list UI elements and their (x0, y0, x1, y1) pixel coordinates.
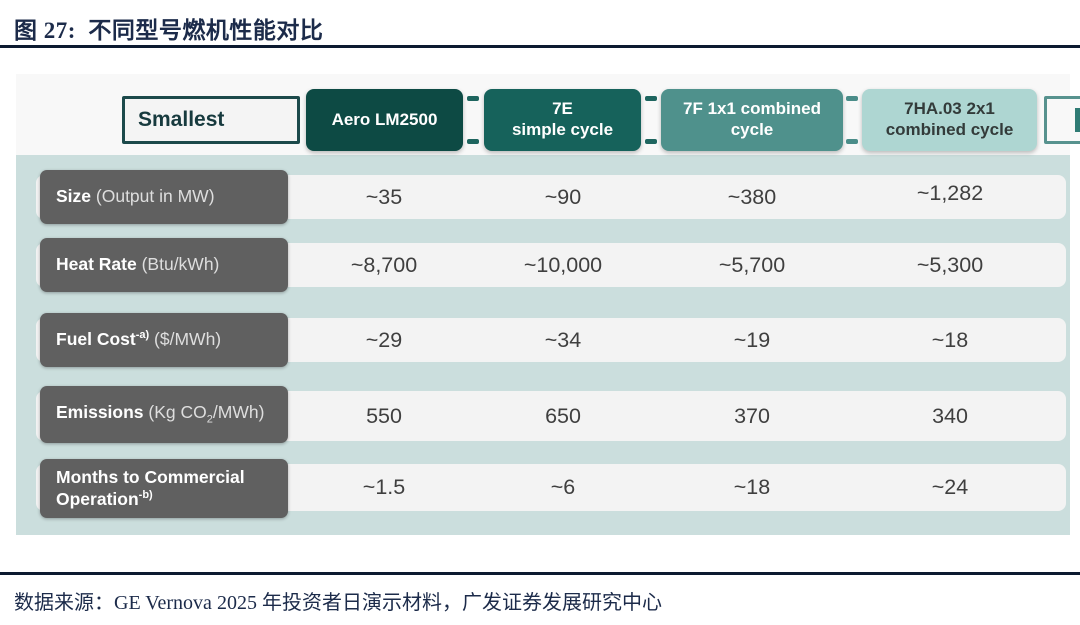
metric-name: Fuel Cost (56, 329, 136, 350)
value-months-7e: ~6 (550, 475, 576, 499)
value-size-7ha: ~1,282 (916, 180, 984, 205)
value-size-7f: ~380 (727, 184, 777, 209)
value-emissions-7e: 650 (545, 403, 581, 428)
column-header-7e-simple-cycle: 7E simple cycle (484, 89, 641, 151)
column-header-aero-lm2500: Aero LM2500 (306, 89, 463, 151)
metric-unit: /MWh) (212, 401, 265, 422)
footer-divider-line (0, 572, 1080, 575)
column-header-7ha03-2x1-combined-cycle: 7HA.03 2x1 combined cycle (862, 89, 1037, 151)
metric-unit: (Output in MW) (91, 186, 215, 207)
row-label-months-to-commercial-operation: Months to Commercial Operation-b) (40, 459, 288, 518)
value-heatrate-7ha: ~5,300 (916, 252, 984, 277)
column-header-7f-1x1-combined-cycle: 7F 1x1 combined cycle (661, 89, 843, 151)
metric-name: Emissions (56, 401, 144, 422)
scale-smallest-label: Smallest (138, 108, 225, 131)
data-source-note: 数据来源：GE Vernova 2025 年投资者日演示材料，广发证券发展研究中… (14, 592, 662, 614)
value-months-aero: ~1.5 (362, 475, 406, 499)
value-fuelcost-7e: ~34 (544, 327, 582, 352)
row-label-emissions: Emissions (Kg CO2/MWh) (40, 386, 288, 443)
value-heatrate-aero: ~8,700 (350, 252, 418, 277)
connector-dash (467, 139, 479, 144)
metric-name: Size (56, 186, 92, 207)
value-size-7e: ~90 (544, 184, 582, 209)
value-months-7ha: ~24 (931, 475, 969, 499)
row-label-fuel-cost: Fuel Cost-a) ($/MWh) (40, 313, 288, 367)
metric-unit: ($/MWh) (149, 329, 222, 350)
connector-dash (645, 96, 657, 101)
row-label-size: Size (Output in MW) (40, 170, 288, 224)
value-emissions-7ha: 340 (932, 403, 968, 428)
connector-dash (467, 96, 479, 101)
scale-largest-box-clipped (1044, 96, 1080, 144)
value-heatrate-7f: ~5,700 (718, 252, 786, 277)
value-months-7f: ~18 (733, 475, 771, 499)
row-label-heat-rate: Heat Rate (Btu/kWh) (40, 238, 288, 292)
value-emissions-aero: 550 (366, 403, 402, 428)
clipped-letter-fragment (1075, 108, 1080, 132)
connector-dash (645, 139, 657, 144)
figure-title: 图 27: 不同型号燃机性能对比 (14, 18, 324, 43)
co2-subscript: 2 (206, 413, 213, 426)
value-emissions-7f: 370 (734, 403, 770, 428)
value-fuelcost-7f: ~19 (733, 327, 771, 352)
value-size-aero: ~35 (365, 184, 403, 209)
connector-dash (846, 96, 858, 101)
footnote-marker-a: -a) (135, 329, 150, 342)
title-divider-line (0, 45, 1080, 48)
value-fuelcost-aero: ~29 (365, 327, 403, 352)
metric-unit: (Kg CO (143, 401, 207, 422)
scale-smallest-box: Smallest (122, 96, 300, 144)
metric-unit: (Btu/kWh) (136, 254, 220, 275)
value-heatrate-7e: ~10,000 (523, 252, 603, 277)
footnote-marker-b: -b) (138, 488, 153, 501)
metric-name: Heat Rate (56, 254, 137, 275)
value-fuelcost-7ha: ~18 (931, 327, 969, 352)
connector-dash (846, 139, 858, 144)
metric-name: Months to Commercial Operation (56, 466, 245, 509)
